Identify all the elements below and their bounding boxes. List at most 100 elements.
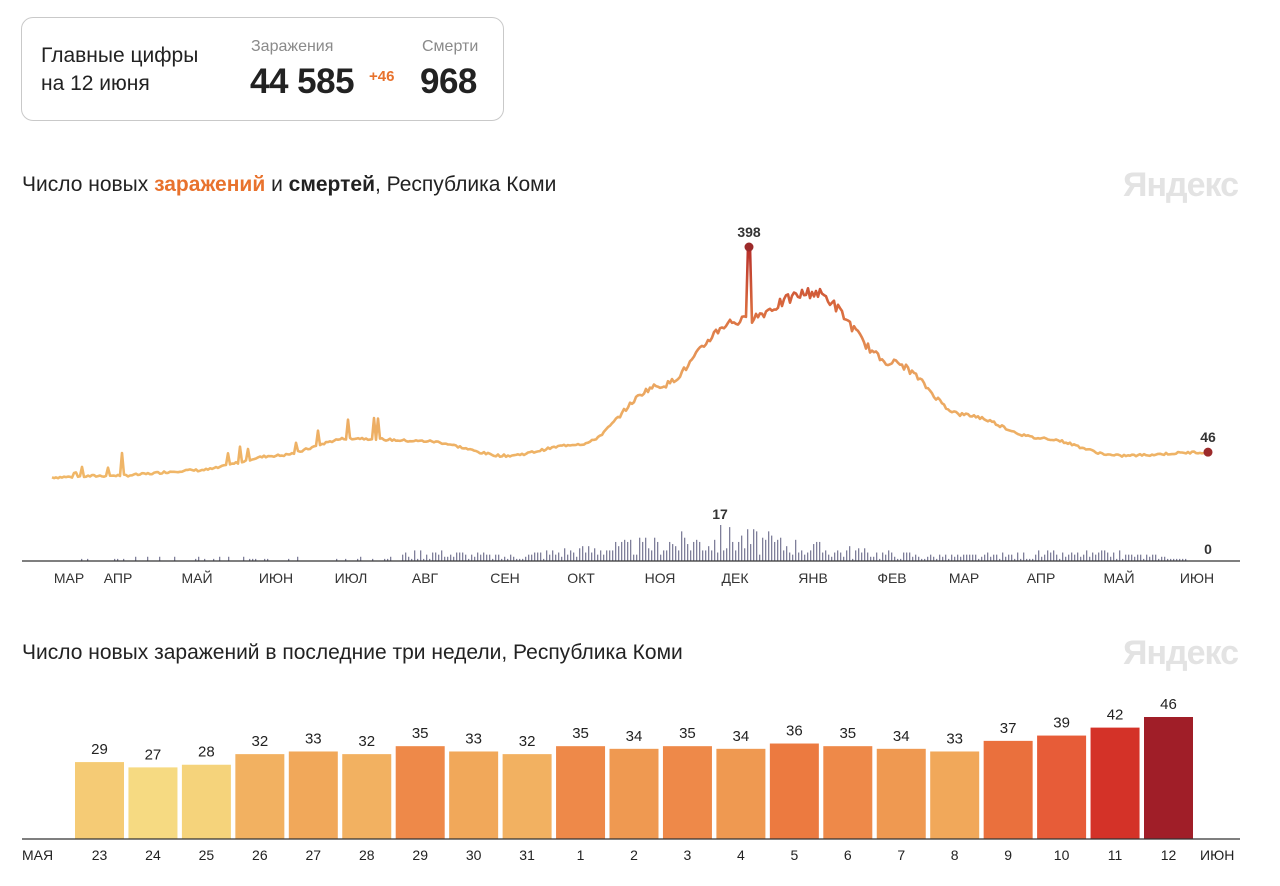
death-bar [936,558,938,561]
day-bar [876,748,926,839]
death-bar [1080,556,1082,561]
death-bar [657,541,659,561]
death-bar [441,550,443,561]
death-bar [582,546,584,561]
death-bar [660,554,662,561]
death-bar [1149,556,1151,561]
day-value-label: 35 [839,725,856,742]
death-bar [930,554,932,561]
day-bar [716,748,766,839]
death-bar [909,552,911,561]
death-bar [972,554,974,561]
day-value-label: 27 [145,746,162,763]
death-bar [1041,556,1043,561]
death-bar [1071,552,1073,561]
death-bar [462,552,464,561]
death-bar [888,550,890,561]
day-bar [342,754,392,839]
death-bar [390,556,392,561]
month-label: ДЕК [722,570,750,586]
day-bar [395,746,445,839]
death-bar [450,554,452,561]
death-bar [489,554,491,561]
death-bar [642,541,644,561]
day-value-label: 34 [893,728,910,745]
death-bar [1185,558,1187,561]
death-bar [429,558,431,561]
death-bar [978,558,980,561]
death-bar [744,548,746,561]
chart2-start-month: МАЯ [22,847,53,863]
month-label: ИЮЛ [335,570,368,586]
death-bar [852,558,854,561]
day-value-label: 46 [1160,696,1177,713]
day-date-label: 28 [359,847,375,863]
death-bar [798,552,800,561]
death-bar [1074,554,1076,561]
death-bar [1128,554,1130,561]
death-bar [267,558,269,561]
death-bar [786,546,788,561]
death-bar [666,550,668,561]
death-bar [750,544,752,561]
day-bar [75,762,124,839]
death-bar [1173,558,1175,561]
death-bar [1098,552,1100,561]
day-date-label: 7 [897,847,905,863]
death-bar [444,556,446,561]
death-bar [579,548,581,561]
death-bar [987,552,989,561]
death-bar [561,556,563,561]
death-bar [900,558,902,561]
death-bar [876,552,878,561]
chart1-title-deaths: смертей [288,173,375,196]
death-bar [1068,554,1070,561]
deaths-value: 968 [420,62,477,101]
day-bar [181,764,231,839]
death-bar [528,554,530,561]
death-bar [648,548,650,561]
death-bar [825,550,827,561]
month-label: ИЮН [259,570,293,586]
day-bar [823,746,873,839]
day-value-label: 34 [626,728,643,745]
death-bar [114,558,116,561]
death-bar [603,554,605,561]
death-bar [969,554,971,561]
death-bar [864,548,866,561]
day-value-label: 33 [305,730,322,747]
death-bar [423,558,425,561]
death-bar [813,544,815,561]
day-bar [1037,735,1087,839]
death-bar [834,552,836,561]
death-bar [795,539,797,561]
day-bar [609,748,659,839]
death-bar [651,550,653,561]
death-bar [1158,558,1160,561]
death-bar [543,558,545,561]
day-date-label: 6 [844,847,852,863]
death-bar [828,554,830,561]
yandex-logo-1: Яндекс [1123,166,1239,204]
death-bar [1152,554,1154,561]
death-bar [384,558,386,561]
death-bar [633,554,635,561]
death-bar [243,556,245,561]
death-bar [597,554,599,561]
infections-peak-marker [744,242,754,252]
death-bar [474,556,476,561]
death-bar [471,554,473,561]
death-bar [696,539,698,561]
day-date-label: 31 [519,847,535,863]
death-bar [480,554,482,561]
death-bar [1182,558,1184,561]
death-bar [789,552,791,561]
day-value-label: 39 [1053,715,1070,732]
death-bar [858,548,860,561]
death-bar [612,550,614,561]
day-value-label: 35 [679,725,696,742]
death-bar [414,550,416,561]
day-bar [502,754,552,839]
death-bar [1017,552,1019,561]
death-bar [1062,552,1064,561]
